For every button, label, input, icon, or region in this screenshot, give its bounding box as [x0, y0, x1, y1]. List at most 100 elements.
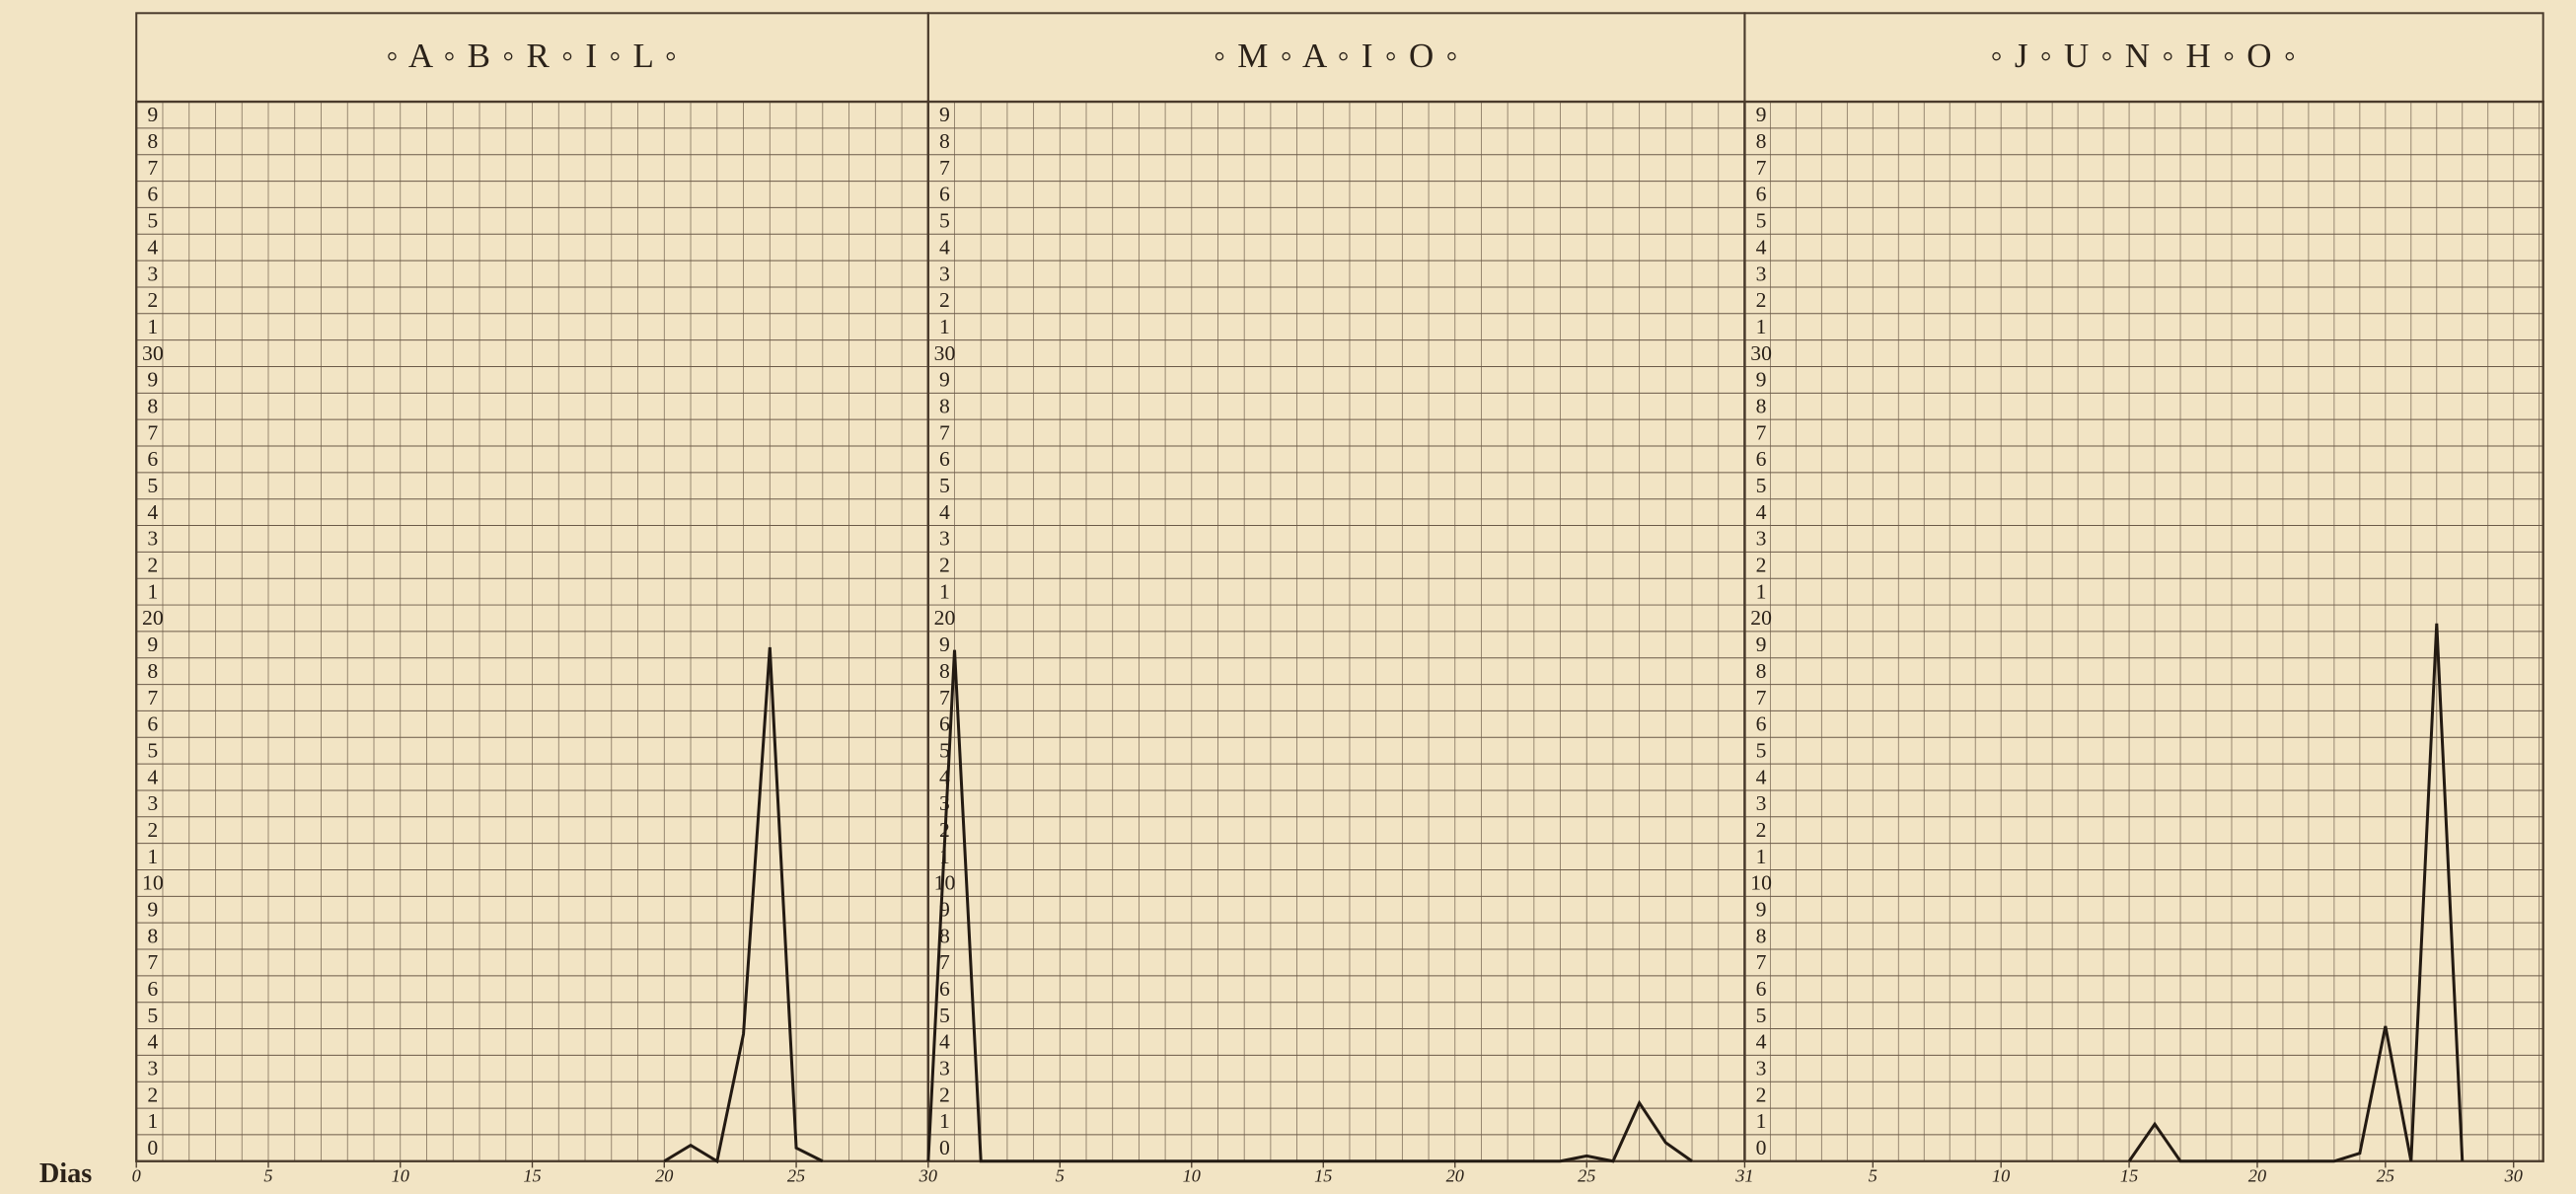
x-tick-label: 10 — [392, 1166, 409, 1186]
y-tick-label: 9 — [939, 898, 950, 922]
y-tick-label: 7 — [147, 420, 158, 444]
y-tick-label: 2 — [939, 1082, 950, 1106]
y-tick-label: 8 — [147, 129, 158, 153]
y-tick-label: 4 — [1756, 765, 1767, 788]
y-tick-label: 2 — [1756, 1082, 1767, 1106]
y-tick-label: 8 — [939, 129, 950, 153]
y-tick-label: 3 — [1756, 791, 1767, 815]
y-tick-label: 4 — [147, 500, 158, 524]
x-tick-label: 31 — [1734, 1166, 1753, 1186]
panel-title: ◦ M ◦ A ◦ I ◦ O ◦ — [1214, 37, 1460, 75]
y-tick-label: 2 — [1756, 288, 1767, 312]
y-tick-label: 3 — [939, 261, 950, 285]
y-tick-label: 5 — [147, 1004, 158, 1027]
y-tick-label: 1 — [1756, 579, 1767, 603]
y-tick-label: 5 — [1756, 738, 1767, 762]
y-tick-label: 4 — [1756, 235, 1767, 259]
y-tick-label: 2 — [147, 818, 158, 842]
y-tick-label: 10 — [934, 871, 956, 895]
panel-title: ◦ A ◦ B ◦ R ◦ I ◦ L ◦ — [386, 37, 678, 75]
y-tick-label: 5 — [1756, 209, 1767, 233]
x-tick-label: 20 — [2248, 1166, 2266, 1186]
y-tick-label: 7 — [1756, 420, 1767, 444]
y-tick-label: 7 — [1756, 156, 1767, 180]
y-tick-label: 7 — [939, 686, 950, 709]
y-tick-label: 5 — [939, 1004, 950, 1027]
y-tick-label: 6 — [147, 183, 158, 206]
y-tick-label: 7 — [147, 950, 158, 974]
y-tick-label: 1 — [147, 1109, 158, 1133]
x-axis-label: Dias — [39, 1158, 92, 1189]
y-tick-label: 9 — [939, 103, 950, 126]
y-tick-label: 7 — [147, 156, 158, 180]
y-tick-label: 5 — [939, 474, 950, 497]
y-tick-label: 5 — [939, 209, 950, 233]
y-tick-label: 3 — [147, 527, 158, 551]
panel-title: ◦ J ◦ U ◦ N ◦ H ◦ O ◦ — [1990, 37, 2297, 75]
y-tick-label: 2 — [147, 288, 158, 312]
y-tick-label: 3 — [939, 527, 950, 551]
x-tick-label: 25 — [1578, 1166, 1595, 1186]
y-tick-label: 6 — [1756, 977, 1767, 1001]
y-tick-label: 8 — [147, 395, 158, 418]
x-tick-label: 15 — [1314, 1166, 1332, 1186]
x-tick-label: 20 — [655, 1166, 673, 1186]
y-tick-label: 20 — [1750, 606, 1772, 630]
y-tick-label: 9 — [1756, 103, 1767, 126]
y-tick-label: 8 — [939, 659, 950, 683]
y-tick-label: 6 — [147, 712, 158, 736]
y-tick-label: 9 — [147, 103, 158, 126]
y-tick-label: 1 — [1756, 315, 1767, 338]
y-tick-label: 10 — [142, 871, 164, 895]
y-tick-label: 4 — [147, 765, 158, 788]
y-tick-label: 7 — [939, 420, 950, 444]
y-tick-label: 7 — [939, 950, 950, 974]
y-tick-label: 8 — [147, 659, 158, 683]
y-tick-label: 0 — [939, 1136, 950, 1159]
y-tick-label: 0 — [147, 1136, 158, 1159]
y-tick-label: 2 — [939, 554, 950, 577]
y-tick-label: 30 — [1750, 341, 1772, 365]
panel-frame — [1743, 100, 2544, 1162]
x-tick-label: 30 — [2504, 1166, 2523, 1186]
y-tick-label: 3 — [147, 261, 158, 285]
y-tick-label: 6 — [939, 447, 950, 471]
y-tick-label: 0 — [1756, 1136, 1767, 1159]
y-tick-label: 3 — [939, 1057, 950, 1081]
data-line — [926, 649, 1693, 1163]
x-tick-label: 5 — [1056, 1166, 1065, 1186]
y-tick-label: 5 — [147, 209, 158, 233]
y-tick-label: 1 — [147, 315, 158, 338]
y-tick-label: 1 — [939, 1109, 950, 1133]
y-tick-label: 8 — [1756, 659, 1767, 683]
y-tick-label: 4 — [939, 765, 950, 788]
y-tick-label: 6 — [1756, 183, 1767, 206]
y-tick-label: 8 — [939, 395, 950, 418]
y-tick-label: 5 — [147, 738, 158, 762]
y-tick-label: 4 — [147, 1030, 158, 1054]
y-tick-label: 20 — [934, 606, 956, 630]
x-tick-label: 25 — [2377, 1166, 2394, 1186]
x-tick-label: 15 — [523, 1166, 541, 1186]
y-tick-label: 4 — [939, 235, 950, 259]
y-tick-label: 6 — [1756, 447, 1767, 471]
y-tick-label: 5 — [939, 738, 950, 762]
y-tick-label: 7 — [939, 156, 950, 180]
y-tick-label: 3 — [1756, 527, 1767, 551]
y-tick-label: 6 — [147, 447, 158, 471]
y-tick-label: 7 — [147, 686, 158, 709]
x-tick-label: 10 — [1992, 1166, 2010, 1186]
y-tick-label: 20 — [142, 606, 164, 630]
y-tick-label: 5 — [147, 474, 158, 497]
y-tick-label: 8 — [1756, 924, 1767, 947]
y-tick-label: 4 — [939, 1030, 950, 1054]
y-tick-label: 5 — [1756, 1004, 1767, 1027]
y-tick-label: 2 — [1756, 554, 1767, 577]
x-tick-label: 15 — [2120, 1166, 2138, 1186]
data-line — [2127, 623, 2465, 1163]
y-tick-label: 2 — [147, 554, 158, 577]
y-tick-label: 9 — [147, 368, 158, 392]
y-tick-label: 9 — [1756, 368, 1767, 392]
x-tick-label: 0 — [132, 1166, 141, 1186]
